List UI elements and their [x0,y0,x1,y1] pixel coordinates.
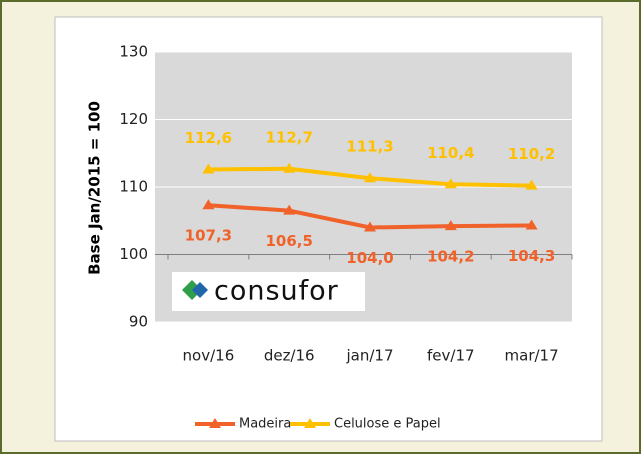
legend-marker [209,418,221,428]
logo-text: consufor [214,276,339,307]
marker [202,163,215,174]
data-label: 104,0 [346,249,393,267]
marker [283,162,296,173]
legend-label: Celulose e Papel [334,417,441,432]
y-tick-label: 100 [119,245,148,263]
y-tick-label: 110 [119,178,148,196]
data-label: 110,2 [508,145,555,163]
x-tick-label: nov/16 [183,347,235,365]
marker [364,172,376,183]
marker [525,179,538,190]
data-label: 107,3 [185,227,232,245]
logo: consufor [172,272,365,311]
marker [202,199,215,210]
x-tick-label: dez/16 [264,347,315,365]
marker [444,178,457,189]
x-tick-label: jan/17 [345,347,393,365]
marker [525,219,538,230]
x-tick-label: mar/17 [505,347,559,365]
y-tick-label: 120 [119,110,148,128]
data-label: 111,3 [346,138,393,156]
data-label: 104,3 [508,247,555,265]
logo-icon [192,282,208,298]
legend-marker [304,418,316,428]
x-tick-label: fev/17 [427,347,475,365]
data-label: 104,2 [427,248,474,266]
y-tick-label: 90 [129,313,148,331]
marker [364,221,376,232]
legend-label: Madeira [239,417,291,432]
marker [283,204,296,215]
data-label: 106,5 [265,232,312,250]
data-label: 112,7 [265,128,312,146]
data-label: 110,4 [427,144,474,162]
data-label: 112,6 [185,129,232,147]
y-axis-label: Base Jan/2015 = 100 [86,101,104,275]
y-tick-label: 130 [119,43,148,61]
marker [444,220,457,231]
